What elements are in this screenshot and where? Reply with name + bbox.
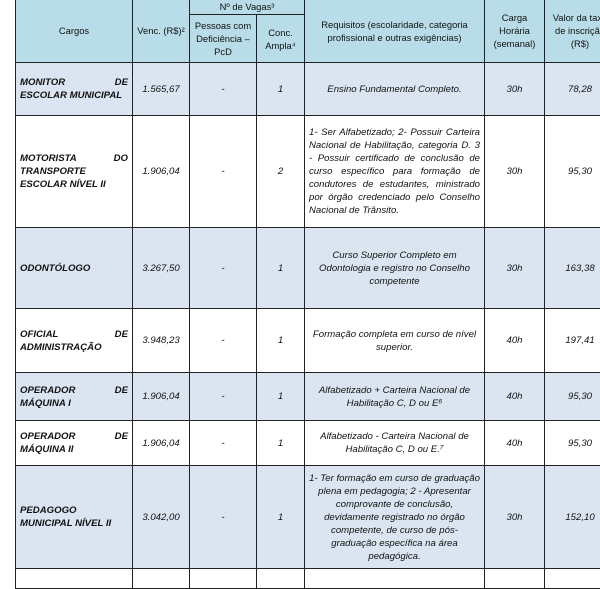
requisitos: Formação completa em curso de nível supe… <box>305 309 485 373</box>
pcd: - <box>190 466 257 569</box>
header-taxa: Valor da taxa de inscrição (R$) <box>545 0 600 63</box>
pcd: - <box>190 228 257 309</box>
ampla: 1 <box>257 309 305 373</box>
pcd: - <box>190 373 257 421</box>
requisitos: Alfabetizado + Carteira Nacional de Habi… <box>305 373 485 421</box>
taxa: 163,38 <box>545 228 600 309</box>
ampla: 1 <box>257 228 305 309</box>
header-ampla: Conc. Ampla⁴ <box>257 15 305 63</box>
venc: 3.948,23 <box>133 309 190 373</box>
pcd: - <box>190 63 257 116</box>
carga: 30h <box>485 116 545 228</box>
ampla: 1 <box>257 373 305 421</box>
ampla: 1 <box>257 63 305 116</box>
header-requisitos: Requisitos (escolaridade, categoria prof… <box>305 0 485 63</box>
taxa: 95,30 <box>545 116 600 228</box>
pcd: - <box>190 421 257 466</box>
venc: 3.042,00 <box>133 466 190 569</box>
table-row: MOTORISTA DO TRANSPORTE ESCOLAR NÍVEL II… <box>16 116 600 228</box>
carga: 40h <box>485 373 545 421</box>
carga: 30h <box>485 466 545 569</box>
table-row: OPERADOR DE MÁQUINA II 1.906,04 - 1 Alfa… <box>16 421 600 466</box>
requisitos: 1- Ser Alfabetizado; 2- Possuir Carteira… <box>305 116 485 228</box>
header-vagas: Nº de Vagas³ <box>190 0 305 15</box>
pcd: - <box>190 309 257 373</box>
header-pcd: Pessoas com Deficiência – PcD <box>190 15 257 63</box>
table-row: ODONTÓLOGO 3.267,50 - 1 Curso Superior C… <box>16 228 600 309</box>
table-row-partial <box>16 569 600 589</box>
carga: 30h <box>485 228 545 309</box>
venc: 1.906,04 <box>133 373 190 421</box>
table-row: MONITOR DE ESCOLAR MUNICIPAL 1.565,67 - … <box>16 63 600 116</box>
cargo-name: OPERADOR DE MÁQUINA I <box>16 373 133 421</box>
venc: 1.565,67 <box>133 63 190 116</box>
carga: 30h <box>485 63 545 116</box>
cargos-table: Cargos Venc. (R$)² Nº de Vagas³ Requisit… <box>15 0 600 589</box>
requisitos: 1- Ter formação em curso de graduação pl… <box>305 466 485 569</box>
ampla: 1 <box>257 466 305 569</box>
carga: 40h <box>485 421 545 466</box>
table-row: OPERADOR DE MÁQUINA I 1.906,04 - 1 Alfab… <box>16 373 600 421</box>
cargo-name: OPERADOR DE MÁQUINA II <box>16 421 133 466</box>
table-row: OFICIAL DE ADMINISTRAÇÃO 3.948,23 - 1 Fo… <box>16 309 600 373</box>
ampla: 2 <box>257 116 305 228</box>
cargo-name: ODONTÓLOGO <box>16 228 133 309</box>
requisitos: Alfabetizado - Carteira Nacional de Habi… <box>305 421 485 466</box>
requisitos: Curso Superior Completo em Odontologia e… <box>305 228 485 309</box>
taxa: 152,10 <box>545 466 600 569</box>
taxa: 95,30 <box>545 373 600 421</box>
header-cargos: Cargos <box>16 0 133 63</box>
table-row: PEDAGOGO MUNICIPAL NÍVEL II 3.042,00 - 1… <box>16 466 600 569</box>
taxa: 197,41 <box>545 309 600 373</box>
requisitos: Ensino Fundamental Completo. <box>305 63 485 116</box>
venc: 3.267,50 <box>133 228 190 309</box>
header-carga: Carga Horária (semanal) <box>485 0 545 63</box>
venc: 1.906,04 <box>133 421 190 466</box>
ampla: 1 <box>257 421 305 466</box>
taxa: 78,28 <box>545 63 600 116</box>
cargo-name: PEDAGOGO MUNICIPAL NÍVEL II <box>16 466 133 569</box>
cargo-name: MONITOR DE ESCOLAR MUNICIPAL <box>16 63 133 116</box>
cargo-name: MOTORISTA DO TRANSPORTE ESCOLAR NÍVEL II <box>16 116 133 228</box>
cargo-name: OFICIAL DE ADMINISTRAÇÃO <box>16 309 133 373</box>
taxa: 95,30 <box>545 421 600 466</box>
pcd: - <box>190 116 257 228</box>
venc: 1.906,04 <box>133 116 190 228</box>
header-venc: Venc. (R$)² <box>133 0 190 63</box>
carga: 40h <box>485 309 545 373</box>
